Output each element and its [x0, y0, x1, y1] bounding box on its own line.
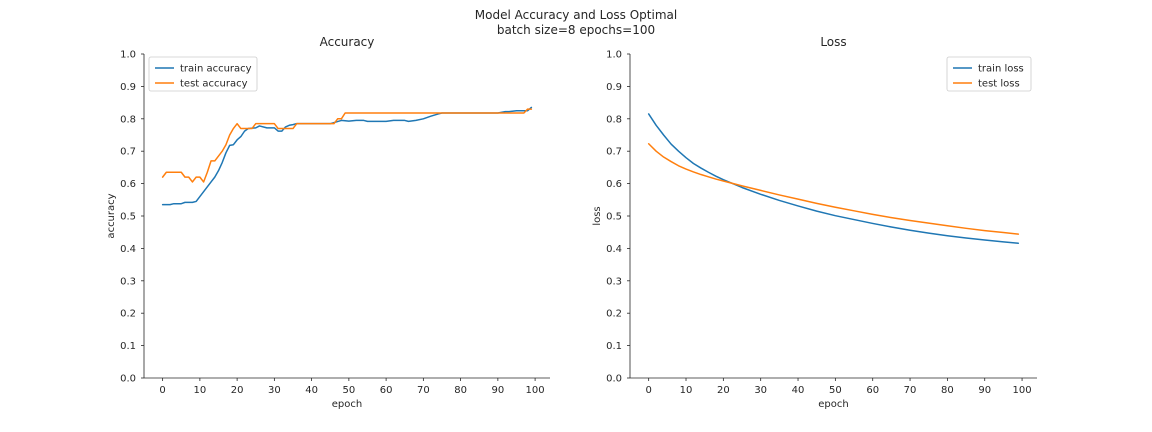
accuracy-y-tick-label: 0.6	[120, 179, 136, 190]
accuracy-y-tick-label: 0.9	[120, 82, 136, 93]
loss-x-tick-label: 30	[754, 385, 767, 396]
accuracy-y-tick-label: 0.7	[120, 147, 136, 158]
accuracy-y-tick-label: 0.8	[120, 114, 136, 125]
loss-legend-label: train loss	[978, 64, 1024, 75]
loss-x-tick-label: 0	[645, 385, 651, 396]
accuracy-legend-label: train accuracy	[180, 64, 252, 75]
accuracy-chart: Accuracy 0.0 0.1 0.2 0.3 0.4 0.5 0.6 0.7 0.8 0.9 1.…	[106, 35, 550, 410]
accuracy-chart-title: Accuracy	[320, 35, 375, 49]
loss-series-line-test-loss	[647, 143, 1020, 235]
accuracy-x-tick-label: 20	[231, 385, 244, 396]
loss-y-tick-label: 0.5	[606, 212, 622, 223]
accuracy-x-tick-label: 60	[380, 385, 393, 396]
loss-x-tick-label: 10	[680, 385, 693, 396]
accuracy-y-tick-label: 0.1	[120, 341, 136, 352]
accuracy-series-line-test-accuracy	[161, 108, 533, 183]
accuracy-x-tick-label: 0	[159, 385, 165, 396]
loss-y-tick-label: 0.3	[606, 276, 622, 287]
loss-y-tick-label: 0.1	[606, 341, 622, 352]
suptitle-line-2: batch size=8 epochs=100	[497, 23, 655, 37]
loss-x-tick-label: 40	[792, 385, 805, 396]
loss-x-tick-label: 90	[978, 385, 991, 396]
accuracy-x-axis-label: epoch	[332, 399, 362, 410]
accuracy-y-tick-label: 0.2	[120, 309, 136, 320]
loss-y-axis-label: loss	[592, 206, 603, 225]
loss-y-tick-label: 0.8	[606, 114, 622, 125]
accuracy-series-line-train-accuracy	[161, 106, 533, 206]
loss-y-tick-label: 0.0	[606, 374, 622, 385]
accuracy-legend-label: test accuracy	[180, 79, 248, 90]
accuracy-y-tick-label: 0.5	[120, 212, 136, 223]
accuracy-x-tick-label: 30	[268, 385, 281, 396]
accuracy-x-tick-label: 80	[454, 385, 467, 396]
loss-y-tick-label: 0.9	[606, 82, 622, 93]
loss-x-tick-label: 100	[1013, 385, 1032, 396]
accuracy-y-tick-label: 0.3	[120, 276, 136, 287]
accuracy-y-tick-label: 0.0	[120, 374, 136, 385]
suptitle-line-1: Model Accuracy and Loss Optimal	[475, 8, 677, 22]
loss-legend: train loss test loss	[946, 56, 1032, 92]
loss-legend-label: test loss	[978, 79, 1020, 90]
accuracy-y-axis-label: accuracy	[106, 193, 117, 238]
loss-chart-title: Loss	[820, 35, 846, 49]
loss-y-tick-label: 1.0	[606, 50, 622, 61]
accuracy-x-tick-label: 10	[194, 385, 207, 396]
loss-x-tick-label: 70	[904, 385, 917, 396]
loss-y-tick-label: 0.7	[606, 147, 622, 158]
loss-series-line-train-loss	[647, 113, 1020, 244]
loss-chart: Loss 0.0 0.1 0.2 0.3 0.4 0.5 0.6 0.7 0.8 0.9 1.0 0 10…	[592, 35, 1037, 410]
accuracy-y-tick-label: 1.0	[120, 50, 136, 61]
accuracy-x-tick-label: 70	[417, 385, 430, 396]
accuracy-x-tick-label: 90	[491, 385, 504, 396]
loss-x-tick-label: 80	[941, 385, 954, 396]
loss-y-tick-label: 0.6	[606, 179, 622, 190]
loss-x-tick-label: 50	[829, 385, 842, 396]
loss-x-tick-label: 20	[717, 385, 730, 396]
loss-x-tick-label: 60	[866, 385, 879, 396]
loss-y-tick-label: 0.2	[606, 309, 622, 320]
accuracy-x-tick-label: 40	[305, 385, 318, 396]
accuracy-y-tick-label: 0.4	[120, 244, 136, 255]
loss-x-axis-label: epoch	[818, 399, 848, 410]
accuracy-x-tick-label: 50	[342, 385, 355, 396]
accuracy-legend-box	[148, 56, 258, 92]
accuracy-x-tick-label: 100	[526, 385, 545, 396]
accuracy-legend: train accuracy test accuracy	[148, 56, 258, 92]
loss-y-tick-label: 0.4	[606, 244, 622, 255]
